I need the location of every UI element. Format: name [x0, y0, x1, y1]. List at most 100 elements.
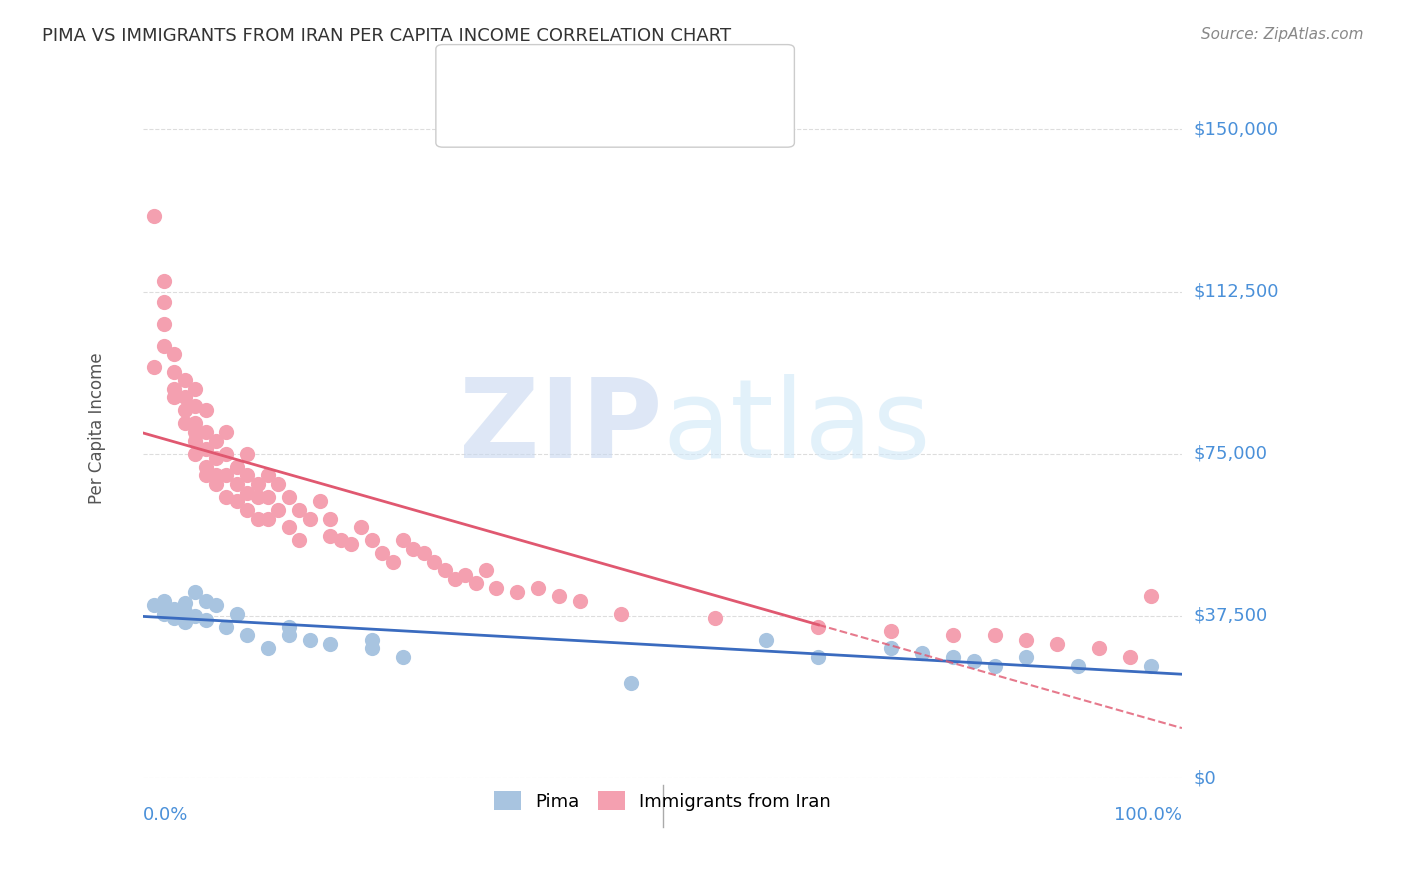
- Point: [205, 434, 228, 448]
- Point: [236, 503, 259, 517]
- Point: [205, 598, 228, 612]
- Text: 0.0%: 0.0%: [143, 806, 188, 824]
- Text: PIMA VS IMMIGRANTS FROM IRAN PER CAPITA INCOME CORRELATION CHART: PIMA VS IMMIGRANTS FROM IRAN PER CAPITA …: [42, 27, 731, 45]
- Point: [173, 596, 195, 610]
- Point: [475, 563, 498, 577]
- Point: [194, 442, 217, 457]
- Point: [153, 274, 176, 288]
- Point: [153, 317, 176, 331]
- Point: [225, 607, 247, 621]
- Point: [360, 533, 382, 548]
- Point: [703, 611, 725, 625]
- Point: [360, 632, 382, 647]
- Text: N = 34: N = 34: [616, 65, 678, 83]
- Point: [288, 533, 311, 548]
- Point: [309, 494, 332, 508]
- Point: [423, 555, 446, 569]
- Point: [1139, 658, 1161, 673]
- Point: [464, 576, 486, 591]
- Text: Per Capita Income: Per Capita Income: [87, 352, 105, 504]
- Point: [329, 533, 352, 548]
- Point: [277, 520, 299, 534]
- Point: [942, 649, 965, 664]
- Point: [402, 541, 425, 556]
- Point: [184, 399, 207, 413]
- Point: [257, 641, 280, 656]
- Point: [163, 391, 186, 405]
- Point: [142, 598, 165, 612]
- Point: [163, 382, 186, 396]
- Point: [319, 511, 342, 525]
- Point: [163, 347, 186, 361]
- Point: [340, 537, 363, 551]
- Point: [527, 581, 550, 595]
- Point: [257, 511, 280, 525]
- Point: [444, 572, 467, 586]
- Point: [225, 459, 247, 474]
- Point: [163, 611, 186, 625]
- Point: [236, 485, 259, 500]
- Point: [184, 608, 207, 623]
- Point: [215, 425, 238, 439]
- Point: [1088, 641, 1111, 656]
- Point: [173, 391, 195, 405]
- Point: [194, 593, 217, 607]
- Text: Source: ZipAtlas.com: Source: ZipAtlas.com: [1201, 27, 1364, 42]
- Text: ●: ●: [464, 102, 481, 121]
- Point: [568, 593, 591, 607]
- Point: [1015, 632, 1038, 647]
- Point: [1139, 590, 1161, 604]
- Point: [984, 628, 1007, 642]
- Point: [1119, 649, 1142, 664]
- Point: [381, 555, 404, 569]
- Point: [277, 490, 299, 504]
- Point: [142, 209, 165, 223]
- Text: $37,500: $37,500: [1194, 607, 1267, 624]
- Point: [236, 628, 259, 642]
- Text: $0: $0: [1194, 769, 1216, 787]
- Point: [153, 593, 176, 607]
- Text: atlas: atlas: [662, 375, 931, 481]
- Point: [246, 511, 269, 525]
- Point: [215, 468, 238, 483]
- Point: [963, 654, 986, 668]
- Point: [173, 615, 195, 630]
- Text: R = -0.278: R = -0.278: [495, 103, 583, 120]
- Point: [173, 373, 195, 387]
- Point: [184, 434, 207, 448]
- Point: [163, 364, 186, 378]
- Point: [319, 529, 342, 543]
- Text: 100.0%: 100.0%: [1114, 806, 1182, 824]
- Point: [184, 585, 207, 599]
- Point: [257, 468, 280, 483]
- Point: [277, 620, 299, 634]
- Point: [319, 637, 342, 651]
- Point: [298, 632, 321, 647]
- Point: [610, 607, 633, 621]
- Point: [163, 602, 186, 616]
- Point: [246, 490, 269, 504]
- Point: [277, 628, 299, 642]
- Point: [257, 490, 280, 504]
- Point: [942, 628, 965, 642]
- Point: [755, 632, 778, 647]
- Point: [194, 425, 217, 439]
- Text: ●: ●: [464, 64, 481, 84]
- Point: [1015, 649, 1038, 664]
- Point: [153, 295, 176, 310]
- Point: [142, 360, 165, 375]
- Point: [215, 490, 238, 504]
- Point: [485, 581, 508, 595]
- Point: [225, 477, 247, 491]
- Legend: Pima, Immigrants from Iran: Pima, Immigrants from Iran: [486, 784, 838, 818]
- Point: [173, 403, 195, 417]
- Text: $75,000: $75,000: [1194, 445, 1267, 463]
- Point: [360, 641, 382, 656]
- Point: [184, 447, 207, 461]
- Point: [173, 605, 195, 619]
- Point: [173, 417, 195, 431]
- Point: [205, 468, 228, 483]
- Point: [412, 546, 434, 560]
- Point: [246, 477, 269, 491]
- Point: [880, 624, 903, 638]
